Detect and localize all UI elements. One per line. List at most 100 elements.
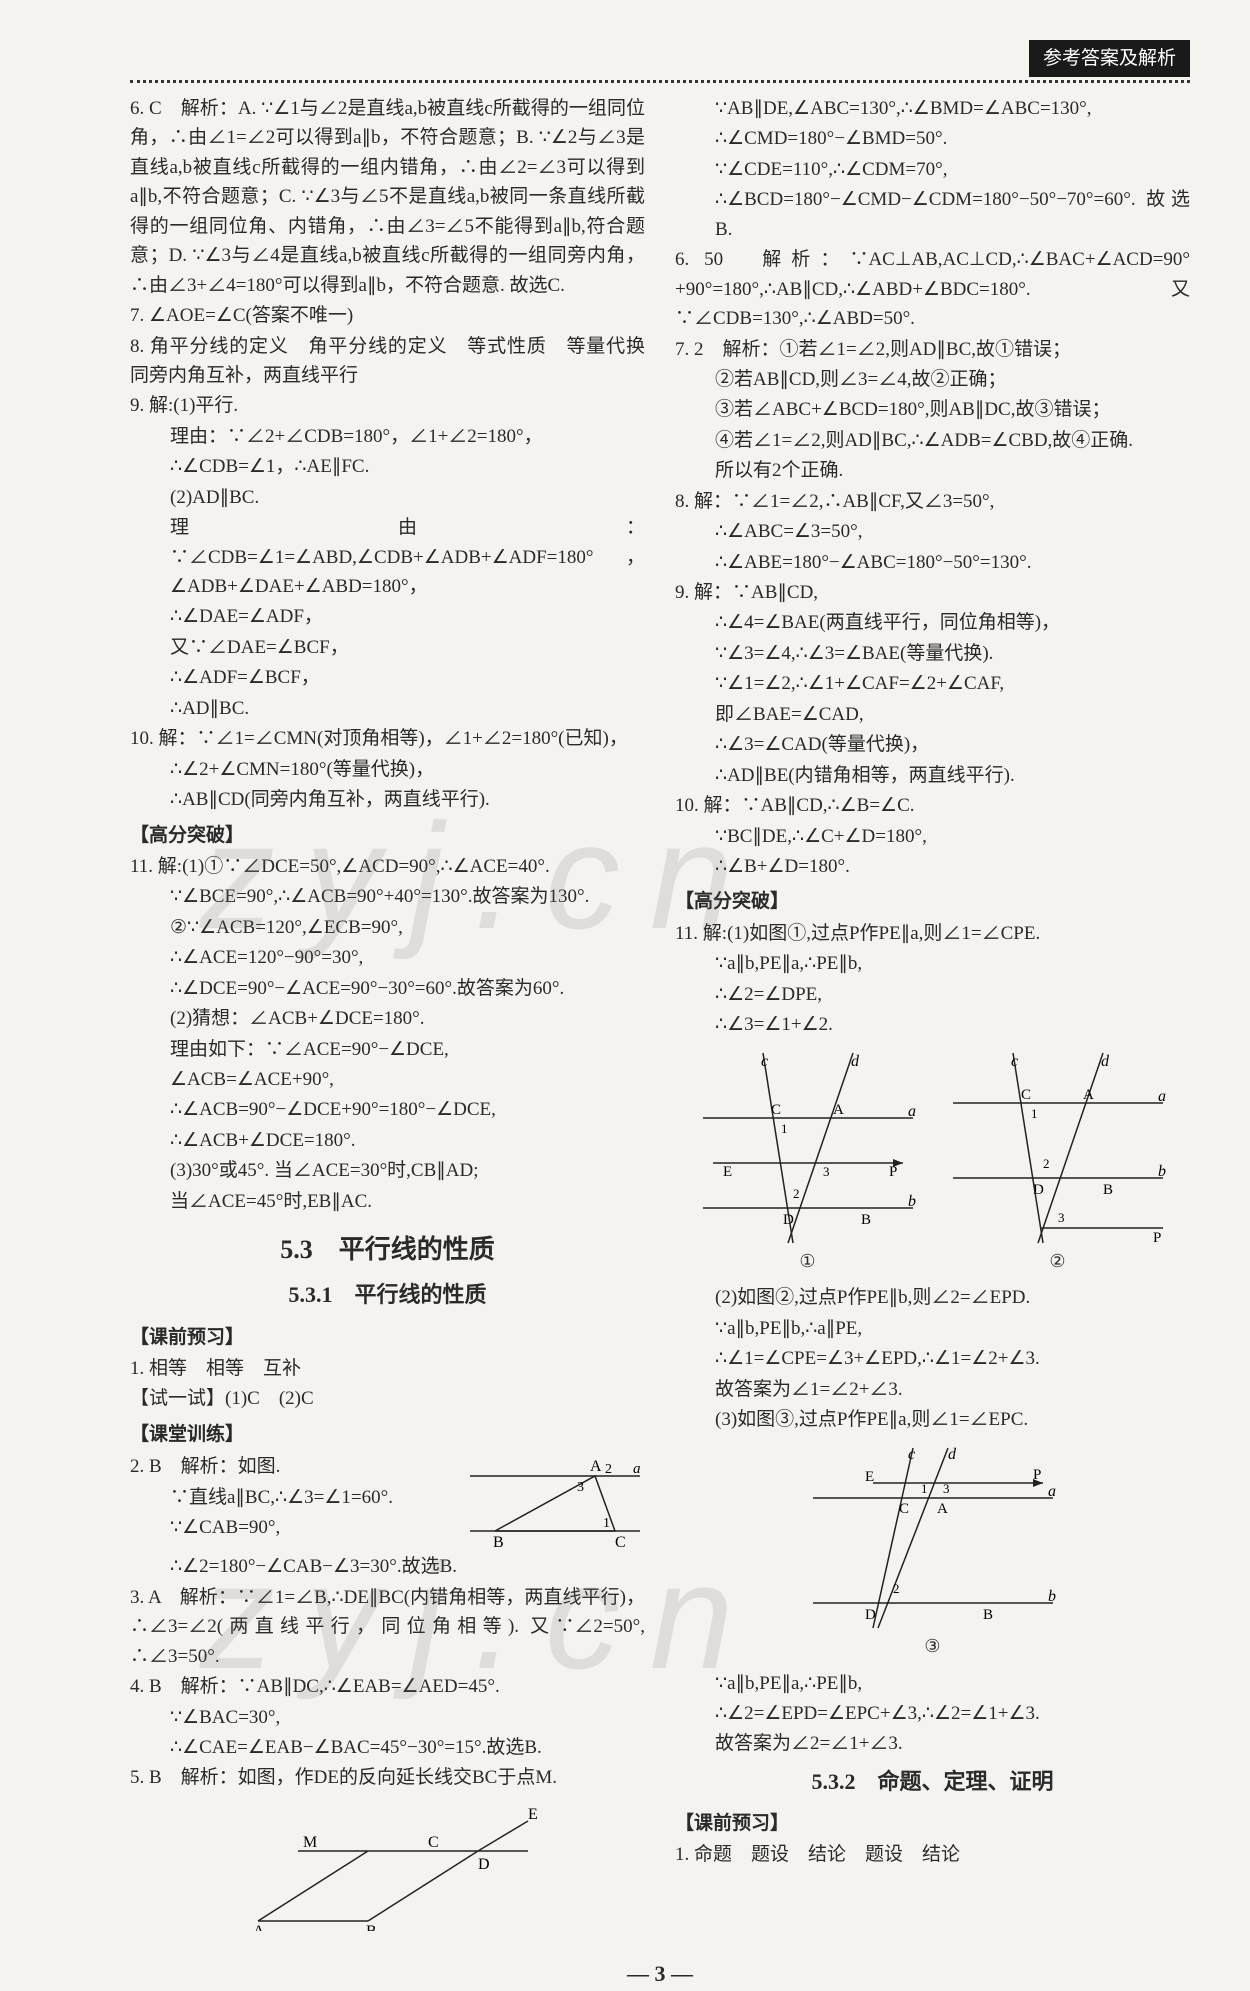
q6: 6. C 解析：A. ∵∠1与∠2是直线a,b被直线c所截得的一组同位角，∴由∠… <box>130 94 645 300</box>
q10-a: ∴∠2+∠CMN=180°(等量代换)， <box>130 755 645 784</box>
svg-text:c: c <box>761 1053 768 1070</box>
r11-i: ∵a∥b,PE∥a,∴PE∥b, <box>675 1669 1190 1698</box>
p5: 5. B 解析：如图，作DE的反向延长线交BC于点M. <box>130 1763 645 1792</box>
svg-text:A: A <box>833 1102 844 1118</box>
svg-text:1: 1 <box>603 1516 610 1531</box>
svg-text:3: 3 <box>577 1480 584 1495</box>
q9-d: 理由：∵∠CDB=∠1=∠ABD,∠CDB+∠ADB+∠ADF=180°，∠AD… <box>130 513 645 601</box>
gaofen-left: 【高分突破】 <box>130 821 645 850</box>
svg-text:1: 1 <box>781 1121 788 1136</box>
svg-text:P: P <box>1153 1230 1161 1246</box>
r0-a: ∵AB∥DE,∠ABC=130°,∴∠BMD=∠ABC=130°, <box>675 94 1190 123</box>
svg-text:B: B <box>493 1534 504 1551</box>
kqyx-left: 【课前预习】 <box>130 1323 645 1352</box>
r0-d: ∴∠BCD=180°−∠CMD−∠CDM=180°−50°−70°=60°. 故… <box>675 185 1190 244</box>
svg-text:2: 2 <box>893 1581 900 1596</box>
triangle-figure-p2: B C A a 3 2 1 <box>465 1451 645 1551</box>
q11-k: 当∠ACE=45°时,EB∥AC. <box>130 1187 645 1216</box>
svg-text:B: B <box>366 1923 377 1931</box>
svg-text:2: 2 <box>1043 1156 1050 1171</box>
r7: 7. 2 解析：①若∠1=∠2,则AD∥BC,故①错误； <box>675 335 1190 364</box>
kqyx-right: 【课前预习】 <box>675 1809 1190 1838</box>
q7: 7. ∠AOE=∠C(答案不唯一) <box>130 301 645 330</box>
q9-c: (2)AD∥BC. <box>130 483 645 512</box>
left-column: 6. C 解析：A. ∵∠1与∠2是直线a,b被直线c所截得的一组同位角，∴由∠… <box>130 93 645 1939</box>
header-badge: 参考答案及解析 <box>1029 40 1190 77</box>
fig2-label: ② <box>943 1248 1173 1276</box>
r9-d: 即∠BAE=∠CAD, <box>675 700 1190 729</box>
r11-g: 故答案为∠1=∠2+∠3. <box>675 1375 1190 1404</box>
svg-text:a: a <box>1048 1483 1056 1500</box>
q9-h: ∴AD∥BC. <box>130 694 645 723</box>
svg-text:P: P <box>1033 1467 1041 1483</box>
r10-b: ∴∠B+∠D=180°. <box>675 852 1190 881</box>
svg-text:C: C <box>771 1102 781 1118</box>
svg-text:b: b <box>1048 1588 1056 1605</box>
p4-b: ∴∠CAE=∠EAB−∠BAC=45°−30°=15°.故选B. <box>130 1733 645 1762</box>
svg-text:d: d <box>948 1446 957 1463</box>
r9-c: ∵∠1=∠2,∴∠1+∠CAF=∠2+∠CAF, <box>675 669 1190 698</box>
svg-text:2: 2 <box>793 1186 800 1201</box>
q11-d: ∴∠DCE=90°−∠ACE=90°−30°=60°.故答案为60°. <box>130 974 645 1003</box>
svg-text:1: 1 <box>1031 1106 1038 1121</box>
r0-b: ∴∠CMD=180°−∠BMD=50°. <box>675 124 1190 153</box>
r0-c: ∵∠CDE=110°,∴∠CDM=70°, <box>675 155 1190 184</box>
svg-text:M: M <box>303 1834 317 1851</box>
right-column: ∵AB∥DE,∠ABC=130°,∴∠BMD=∠ABC=130°, ∴∠CMD=… <box>675 93 1190 1939</box>
svg-text:3: 3 <box>943 1481 950 1496</box>
header-divider <box>130 80 1190 83</box>
q11-h: ∴∠ACB=90°−∠DCE+90°=180°−∠DCE, <box>130 1095 645 1124</box>
rp1: 1. 命题 题设 结论 题设 结论 <box>675 1840 1190 1869</box>
r11-j: ∴∠2=∠EPD=∠EPC+∠3,∴∠2=∠1+∠3. <box>675 1699 1190 1728</box>
svg-text:a: a <box>1158 1088 1166 1105</box>
svg-text:D: D <box>865 1607 876 1623</box>
svg-text:a: a <box>633 1461 641 1477</box>
r11-a: ∵a∥b,PE∥a,∴PE∥b, <box>675 949 1190 978</box>
svg-text:2: 2 <box>605 1462 612 1477</box>
svg-text:C: C <box>428 1834 439 1851</box>
q10: 10. 解：∵∠1=∠CMN(对顶角相等)，∠1+∠2=180°(已知)， <box>130 724 645 753</box>
r6: 6. 50 解析：∵AC⊥AB,AC⊥CD,∴∠BAC+∠ACD=90°+90°… <box>675 245 1190 333</box>
p2-b: ∵∠CAB=90°, <box>130 1513 465 1542</box>
q9-b: ∴∠CDB=∠1，∴AE∥FC. <box>130 452 645 481</box>
q9-a: 理由：∵∠2+∠CDB=180°，∠1+∠2=180°， <box>130 422 645 451</box>
svg-text:3: 3 <box>823 1164 830 1179</box>
r10: 10. 解：∵AB∥CD,∴∠B=∠C. <box>675 791 1190 820</box>
svg-text:C: C <box>1021 1087 1031 1103</box>
q11-c: ∴∠ACE=120°−90°=30°, <box>130 943 645 972</box>
svg-text:C: C <box>899 1501 909 1517</box>
r9-e: ∴∠3=∠CAD(等量代换)， <box>675 730 1190 759</box>
r10-a: ∵BC∥DE,∴∠C+∠D=180°, <box>675 822 1190 851</box>
figure-p5: A B M D E C <box>130 1801 645 1931</box>
svg-text:b: b <box>1158 1163 1166 1180</box>
svg-text:d: d <box>851 1053 860 1070</box>
figure-3: c d a b E P C A D B 1 3 2 ③ <box>675 1443 1190 1661</box>
q11-f: 理由如下：∵∠ACE=90°−∠DCE, <box>130 1035 645 1064</box>
q11-g: ∠ACB=∠ACE+90°, <box>130 1065 645 1094</box>
q11-j: (3)30°或45°. 当∠ACE=30°时,CB∥AD; <box>130 1156 645 1185</box>
r9-b: ∵∠3=∠4,∴∠3=∠BAE(等量代换). <box>675 639 1190 668</box>
svg-text:P: P <box>889 1164 897 1180</box>
svg-text:d: d <box>1101 1053 1110 1070</box>
figures-1-2: c d a b C A E P D B 1 2 3 ① <box>675 1048 1190 1276</box>
title-5-3: 5.3 平行线的性质 <box>130 1230 645 1270</box>
content-columns: 6. C 解析：A. ∵∠1与∠2是直线a,b被直线c所截得的一组同位角，∴由∠… <box>130 93 1190 1939</box>
q11: 11. 解:(1)①∵∠DCE=50°,∠ACD=90°,∴∠ACE=40°. <box>130 852 645 881</box>
title-5-3-1: 5.3.1 平行线的性质 <box>130 1278 645 1312</box>
svg-text:D: D <box>478 1856 490 1873</box>
svg-text:A: A <box>590 1458 602 1475</box>
q9-g: ∴∠ADF=∠BCF， <box>130 663 645 692</box>
r11-c: ∴∠3=∠1+∠2. <box>675 1010 1190 1039</box>
r11-k: 故答案为∠2=∠1+∠3. <box>675 1729 1190 1758</box>
q8: 8. 角平分线的定义 角平分线的定义 等式性质 等量代换 同旁内角互补，两直线平… <box>130 332 645 391</box>
r11-b: ∴∠2=∠DPE, <box>675 980 1190 1009</box>
svg-text:B: B <box>861 1212 871 1228</box>
svg-text:b: b <box>908 1193 916 1210</box>
r8: 8. 解：∵∠1=∠2,∴AB∥CF,又∠3=50°, <box>675 487 1190 516</box>
r9: 9. 解：∵AB∥CD, <box>675 578 1190 607</box>
svg-text:1: 1 <box>921 1481 928 1496</box>
q9: 9. 解:(1)平行. <box>130 391 645 420</box>
svg-text:a: a <box>908 1103 916 1120</box>
svg-text:A: A <box>1083 1087 1094 1103</box>
p4-a: ∵∠BAC=30°, <box>130 1703 645 1732</box>
